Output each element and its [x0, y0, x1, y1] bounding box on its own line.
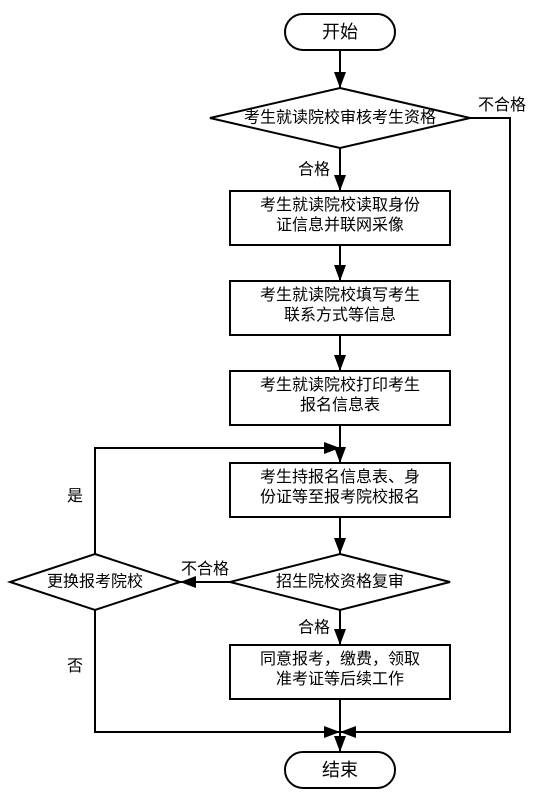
- decision-qualification-label: 考生就读院校审核考生资格: [244, 109, 436, 127]
- process-bring-docs-label: 考生持报名信息表、身份证等至报考院校报名: [260, 468, 420, 506]
- end-label: 结束: [322, 760, 358, 780]
- process-accept-pay-label: 同意报考，缴费，领取准考证等后续工作: [260, 649, 420, 688]
- label-d2-pass: 合格: [298, 619, 330, 637]
- decision-change-school-label: 更换报考院校: [47, 573, 143, 591]
- label-d1-pass: 合格: [298, 161, 330, 179]
- label-d1-fail: 不合格: [478, 96, 526, 114]
- decision-review-label: 招生院校资格复审: [276, 573, 404, 591]
- label-d3-no: 否: [67, 658, 83, 675]
- process-contact-info-label: 考生就读院校填写考生联系方式等信息: [260, 286, 420, 324]
- process-read-id-label: 考生就读院校读取身份证信息并联网采像: [260, 196, 420, 234]
- label-d2-fail: 不合格: [181, 560, 229, 578]
- start-label: 开始: [322, 22, 358, 42]
- process-print-form-label: 考生就读院校打印考生报名信息表: [260, 376, 420, 414]
- label-d3-yes: 是: [67, 488, 83, 505]
